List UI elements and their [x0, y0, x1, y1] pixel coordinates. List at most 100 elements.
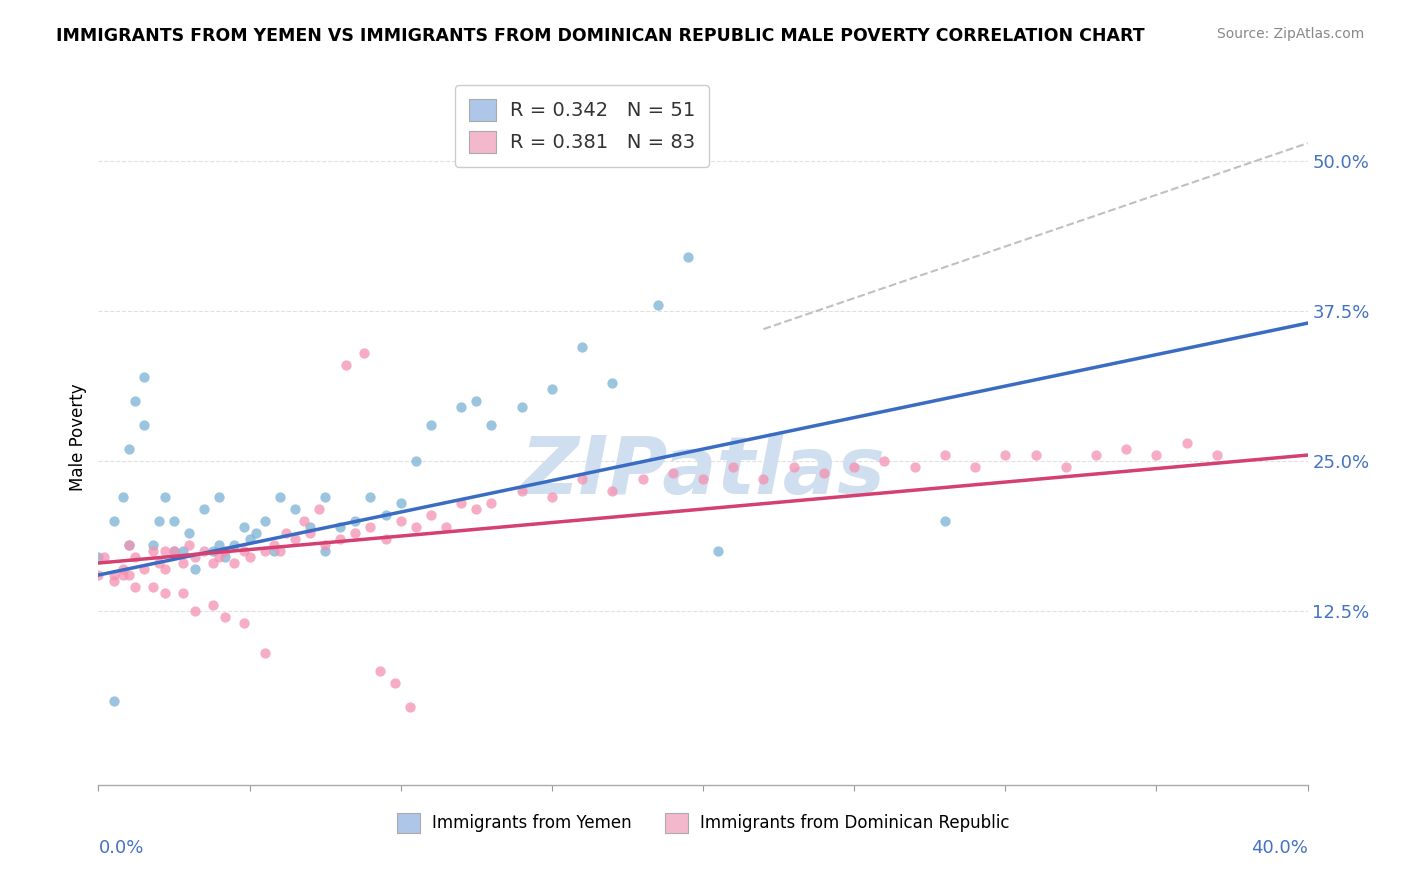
- Y-axis label: Male Poverty: Male Poverty: [69, 384, 87, 491]
- Point: [405, 454, 427, 468]
- Point: [172, 544, 194, 558]
- Point: [481, 418, 503, 433]
- Point: [103, 694, 125, 708]
- Point: [163, 544, 186, 558]
- Point: [274, 526, 297, 541]
- Point: [571, 340, 593, 354]
- Point: [232, 544, 254, 558]
- Point: [602, 376, 624, 390]
- Point: [844, 460, 866, 475]
- Point: [465, 394, 488, 409]
- Point: [723, 460, 745, 475]
- Point: [124, 580, 146, 594]
- Point: [202, 556, 225, 570]
- Point: [465, 502, 488, 516]
- Point: [269, 490, 291, 504]
- Point: [93, 549, 115, 564]
- Point: [179, 526, 201, 541]
- Point: [232, 520, 254, 534]
- Point: [692, 472, 714, 486]
- Point: [142, 538, 165, 552]
- Point: [214, 610, 236, 624]
- Point: [172, 556, 194, 570]
- Point: [676, 250, 699, 264]
- Point: [405, 520, 427, 534]
- Point: [368, 664, 391, 678]
- Point: [510, 400, 533, 414]
- Point: [450, 496, 472, 510]
- Point: [245, 526, 267, 541]
- Point: [111, 568, 134, 582]
- Point: [284, 532, 307, 546]
- Point: [631, 472, 654, 486]
- Point: [269, 544, 291, 558]
- Point: [163, 544, 186, 558]
- Point: [153, 544, 176, 558]
- Point: [87, 549, 110, 564]
- Point: [389, 514, 412, 528]
- Point: [263, 538, 285, 552]
- Point: [420, 508, 443, 522]
- Point: [299, 520, 322, 534]
- Point: [329, 532, 352, 546]
- Point: [510, 484, 533, 499]
- Point: [707, 544, 730, 558]
- Point: [172, 586, 194, 600]
- Text: 40.0%: 40.0%: [1251, 839, 1308, 857]
- Point: [389, 496, 412, 510]
- Point: [153, 562, 176, 576]
- Point: [163, 514, 186, 528]
- Point: [132, 370, 155, 384]
- Point: [353, 346, 375, 360]
- Point: [208, 538, 231, 552]
- Point: [193, 502, 215, 516]
- Point: [344, 514, 367, 528]
- Point: [179, 538, 201, 552]
- Point: [314, 490, 336, 504]
- Point: [118, 538, 141, 552]
- Point: [142, 544, 165, 558]
- Point: [253, 544, 276, 558]
- Point: [224, 556, 246, 570]
- Point: [540, 382, 562, 396]
- Point: [299, 526, 322, 541]
- Point: [965, 460, 987, 475]
- Point: [208, 490, 231, 504]
- Point: [314, 544, 336, 558]
- Point: [153, 490, 176, 504]
- Point: [994, 448, 1017, 462]
- Point: [184, 562, 207, 576]
- Point: [111, 490, 134, 504]
- Point: [239, 549, 262, 564]
- Point: [1054, 460, 1077, 475]
- Point: [904, 460, 927, 475]
- Text: 0.0%: 0.0%: [98, 839, 143, 857]
- Point: [934, 448, 956, 462]
- Point: [111, 562, 134, 576]
- Point: [335, 358, 357, 372]
- Point: [103, 574, 125, 588]
- Point: [87, 568, 110, 582]
- Point: [571, 472, 593, 486]
- Point: [103, 514, 125, 528]
- Point: [148, 514, 170, 528]
- Point: [239, 532, 262, 546]
- Point: [329, 520, 352, 534]
- Point: [1024, 448, 1046, 462]
- Point: [118, 442, 141, 456]
- Point: [384, 676, 406, 690]
- Point: [1175, 436, 1198, 450]
- Point: [184, 604, 207, 618]
- Point: [118, 568, 141, 582]
- Point: [783, 460, 806, 475]
- Point: [253, 646, 276, 660]
- Point: [253, 514, 276, 528]
- Text: IMMIGRANTS FROM YEMEN VS IMMIGRANTS FROM DOMINICAN REPUBLIC MALE POVERTY CORRELA: IMMIGRANTS FROM YEMEN VS IMMIGRANTS FROM…: [56, 27, 1144, 45]
- Point: [142, 580, 165, 594]
- Point: [1085, 448, 1108, 462]
- Point: [263, 544, 285, 558]
- Point: [284, 502, 307, 516]
- Point: [873, 454, 896, 468]
- Point: [420, 418, 443, 433]
- Point: [224, 538, 246, 552]
